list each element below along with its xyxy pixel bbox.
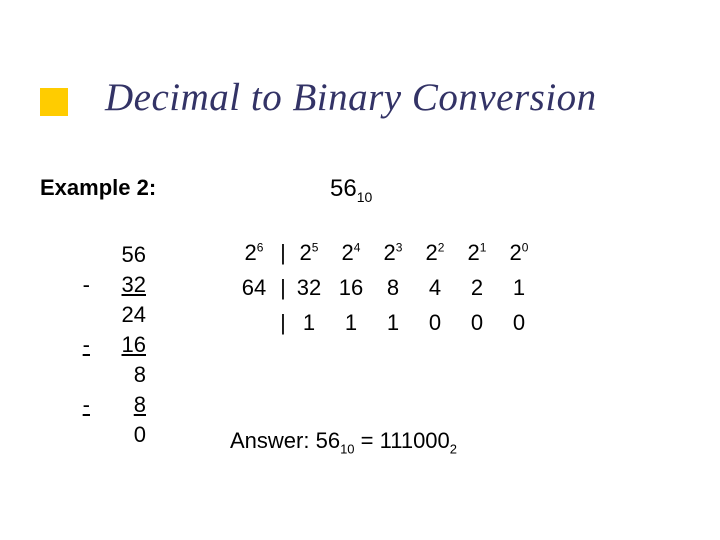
bit-cell: 0 [498, 310, 540, 336]
work-row: -32 [68, 270, 188, 300]
value-cell: 8 [372, 275, 414, 301]
subtraction-work: 56 -32 24 -16 8 -8 0 [68, 240, 188, 450]
page-title: Decimal to Binary Conversion [105, 75, 597, 120]
work-row: -8 [68, 390, 188, 420]
answer-bin-base: 2 [450, 441, 457, 456]
answer-bin-value: 111000 [380, 428, 450, 453]
power-cell: 21 [456, 240, 498, 266]
power-cell: 20 [498, 240, 540, 266]
divider-bar: | [278, 240, 288, 266]
powers-table: 26 | 25 24 23 22 21 20 64 | 32 16 8 4 2 … [230, 240, 540, 345]
value-cell: 2 [456, 275, 498, 301]
target-base: 10 [357, 189, 373, 205]
value-cell: 16 [330, 275, 372, 301]
power-cell: 23 [372, 240, 414, 266]
binary-bits-row: | 1 1 1 0 0 0 [230, 310, 540, 345]
powers-values-row: 64 | 32 16 8 4 2 1 [230, 275, 540, 310]
power-cell: 24 [330, 240, 372, 266]
work-row: 24 [68, 300, 188, 330]
answer-dec-value: 56 [316, 428, 340, 453]
example-label: Example 2: [40, 175, 156, 201]
bit-cell: 1 [330, 310, 372, 336]
bit-cell: 1 [372, 310, 414, 336]
value-cell: 1 [498, 275, 540, 301]
divider-bar: | [278, 310, 288, 336]
answer-dec-base: 10 [340, 441, 354, 456]
target-number: 5610 [330, 175, 372, 205]
answer-prefix: Answer: [230, 428, 316, 453]
answer-eq: = [355, 428, 380, 453]
work-row: 56 [68, 240, 188, 270]
power-cell: 25 [288, 240, 330, 266]
answer-line: Answer: 5610 = 1110002 [230, 428, 457, 456]
divider-bar: | [278, 275, 288, 301]
bit-cell: 0 [456, 310, 498, 336]
value-cell: 32 [288, 275, 330, 301]
value-cell: 64 [230, 275, 278, 301]
work-row: 0 [68, 420, 188, 450]
power-cell: 26 [230, 240, 278, 266]
work-row: 8 [68, 360, 188, 390]
powers-header-row: 26 | 25 24 23 22 21 20 [230, 240, 540, 275]
bit-cell: 0 [414, 310, 456, 336]
value-cell: 4 [414, 275, 456, 301]
bit-cell: 1 [288, 310, 330, 336]
target-value: 56 [330, 175, 357, 202]
power-cell: 22 [414, 240, 456, 266]
work-row: -16 [68, 330, 188, 360]
accent-block [40, 88, 68, 116]
